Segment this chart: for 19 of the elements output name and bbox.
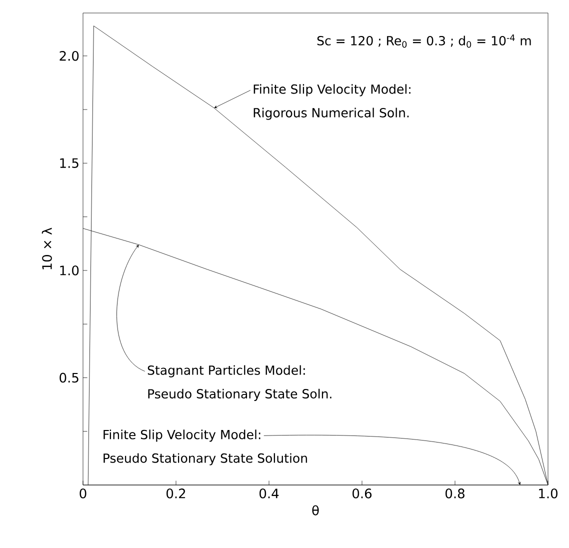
x-tick-label: 0 [80,488,86,498]
x-tick-label: 1.0 [539,488,558,498]
annotation: Finite Slip Velocity Model: [254,84,410,96]
x-tick-label: 0.4 [260,488,279,498]
x-tick-label: 0.8 [446,488,464,498]
y-tick-label: 2.0 [60,50,79,61]
x-axis-title: θ [312,505,319,516]
annotation: Finite Slip Velocity Model: [104,430,260,442]
y-tick-label: 1.0 [60,266,79,276]
annotation: Rigorous Numerical Soln. [254,108,409,120]
y-tick-label: 0.5 [60,372,78,383]
annotation: Pseudo Stationary State Solution [104,453,307,466]
x-tick-label: 0.6 [352,488,372,498]
y-tick-label: 1.5 [60,158,78,168]
annotation: Pseudo Stationary State Soln. [148,388,332,401]
annotation: Stagnant Particles Model: [148,365,305,378]
x-tick-label: 0.2 [166,488,186,498]
y-axis-title: 10 × λ [42,228,52,270]
annotation: Sc = 120 ; Re$_{0}$ = 0.3 ; d$_{0}$ = 10$^{-4}$ m [317,34,531,48]
